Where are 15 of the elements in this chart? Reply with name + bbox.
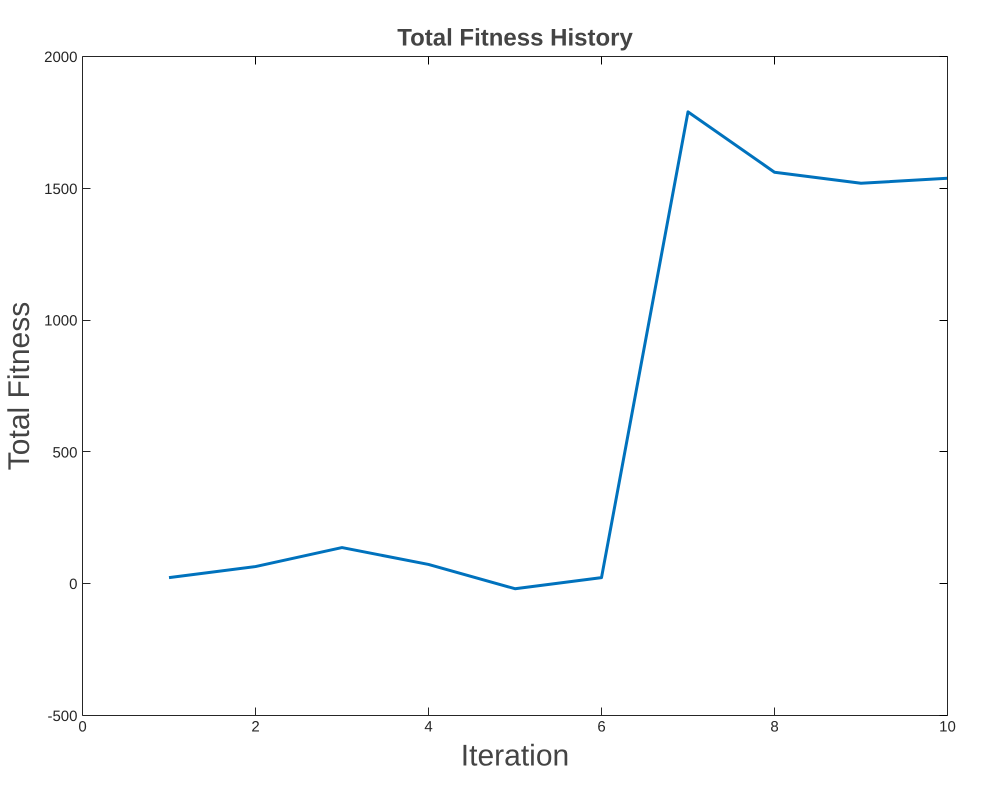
chart-title: Total Fitness History — [397, 24, 634, 52]
x-tick-label: 10 — [939, 718, 956, 736]
x-tick-label: 8 — [770, 718, 779, 736]
y-tick-label: 500 — [52, 444, 78, 462]
x-tick-label: 6 — [597, 718, 606, 736]
y-tick-label: 1500 — [44, 180, 78, 198]
y-tick-label: 2000 — [44, 49, 78, 66]
x-axis-title: Iteration — [460, 740, 570, 772]
line-series — [168, 110, 948, 590]
y-tick-label: 1000 — [44, 312, 78, 330]
y-tick-label: -500 — [47, 708, 78, 725]
x-tick-label: 2 — [251, 718, 260, 736]
y-axis-title: Total Fitness — [3, 302, 36, 470]
x-tick-label: 4 — [424, 718, 433, 736]
y-tick-label: 0 — [69, 576, 78, 594]
